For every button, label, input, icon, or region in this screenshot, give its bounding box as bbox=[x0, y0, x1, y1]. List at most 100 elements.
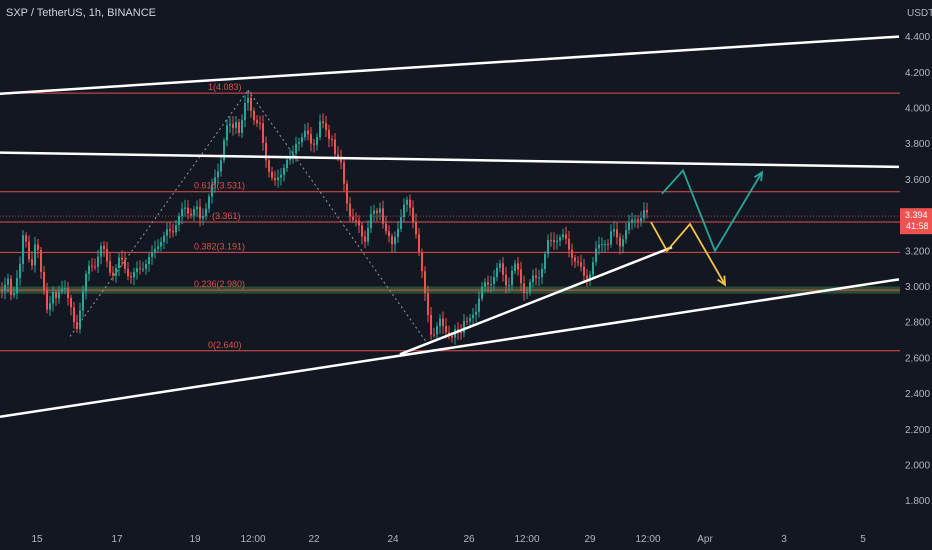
time-tick-label: 19 bbox=[189, 534, 201, 545]
candle-body bbox=[460, 332, 462, 334]
candle-body bbox=[556, 240, 558, 243]
candle-body bbox=[430, 314, 432, 335]
candle-body bbox=[292, 153, 294, 157]
candle-body bbox=[268, 160, 270, 172]
bullish-projection-arrow bbox=[661, 168, 763, 253]
candle-body bbox=[595, 248, 597, 263]
price-tick-label: 2.600 bbox=[905, 353, 930, 364]
candle-body bbox=[250, 98, 252, 111]
candle-body bbox=[214, 177, 216, 185]
candle-body bbox=[187, 207, 189, 214]
candle-body bbox=[238, 122, 240, 133]
candle-body bbox=[568, 238, 570, 250]
current-price-box bbox=[900, 208, 932, 235]
candle-body bbox=[526, 292, 528, 294]
candle-body bbox=[628, 222, 630, 230]
candle-body bbox=[40, 250, 42, 272]
candle-body bbox=[304, 130, 306, 138]
candle-body bbox=[22, 235, 24, 264]
candle-body bbox=[577, 261, 579, 263]
candle-body bbox=[295, 143, 297, 154]
candle-body bbox=[481, 286, 483, 299]
candle-body bbox=[601, 244, 603, 246]
fib-label: 0(2.640) bbox=[208, 340, 242, 350]
candle-body bbox=[313, 143, 315, 145]
time-tick-label: 12:00 bbox=[514, 534, 539, 545]
trendline bbox=[0, 278, 900, 419]
candle-body bbox=[133, 272, 135, 278]
candle-body bbox=[286, 160, 288, 168]
candle-body bbox=[553, 240, 555, 243]
candle-body bbox=[355, 220, 357, 222]
trendline bbox=[399, 246, 673, 356]
candle-body bbox=[631, 219, 633, 223]
candle-body bbox=[151, 252, 153, 257]
candle-body bbox=[592, 262, 594, 275]
time-tick-label: 26 bbox=[463, 534, 475, 545]
candle-body bbox=[175, 225, 177, 233]
candle-body bbox=[433, 334, 435, 336]
candle-body bbox=[91, 265, 93, 267]
candle-body bbox=[613, 229, 615, 232]
candle-body bbox=[562, 234, 564, 238]
candle-body bbox=[469, 318, 471, 322]
candle-body bbox=[478, 298, 480, 312]
candle-body bbox=[328, 129, 330, 140]
candle-body bbox=[319, 121, 321, 138]
candle-body bbox=[160, 241, 162, 247]
candle-body bbox=[280, 174, 282, 178]
candle-body bbox=[232, 123, 234, 128]
time-tick-label: 24 bbox=[387, 534, 399, 545]
current-price-value: 3.394 bbox=[905, 210, 928, 220]
candle-body bbox=[157, 246, 159, 249]
candle-body bbox=[550, 240, 552, 242]
candle-body bbox=[385, 223, 387, 232]
candle-body bbox=[172, 231, 174, 233]
fib-label: 0.618(3.531) bbox=[194, 181, 245, 191]
candle-body bbox=[439, 318, 441, 327]
candle-body bbox=[31, 259, 33, 266]
candle-body bbox=[322, 121, 324, 124]
bullish-projection-arrow-arrowhead bbox=[753, 170, 764, 182]
candle-body bbox=[640, 218, 642, 222]
candle-body bbox=[181, 208, 183, 217]
time-axis: 15 17 19 12:00 22 24 26 12:00 29 12:00 Apr 3 5 bbox=[0, 528, 932, 550]
candle-body bbox=[499, 263, 501, 268]
candle-body bbox=[262, 123, 264, 143]
candle-body bbox=[376, 210, 378, 213]
trendline bbox=[0, 35, 900, 95]
candle-body bbox=[580, 262, 582, 267]
fib-diagonal bbox=[69, 89, 249, 337]
candle-body bbox=[64, 288, 66, 290]
candle-body bbox=[634, 219, 636, 221]
candle-body bbox=[193, 209, 195, 216]
candle-body bbox=[325, 123, 327, 130]
candle-body bbox=[442, 318, 444, 327]
candle-body bbox=[145, 264, 147, 269]
candle-body bbox=[85, 273, 87, 292]
candle-body bbox=[277, 177, 279, 181]
candle-body bbox=[301, 137, 303, 143]
candle-body bbox=[310, 134, 312, 144]
candle-body bbox=[616, 229, 618, 238]
candle-body bbox=[202, 216, 204, 219]
time-tick-label: 5 bbox=[860, 534, 866, 545]
trendlines-layer bbox=[0, 35, 900, 419]
fib-diagonal-layer bbox=[69, 89, 431, 348]
bar-countdown: 41:58 bbox=[906, 221, 929, 231]
candle-body bbox=[70, 298, 72, 308]
fib-labels-layer: 1(4.083) 0.618(3.531) (3.361) 0.382(3.191) 0… bbox=[194, 82, 245, 350]
candle-body bbox=[586, 275, 588, 279]
candle-body bbox=[19, 263, 21, 278]
candle-body bbox=[547, 240, 549, 254]
candle-body bbox=[94, 266, 96, 268]
candle-body bbox=[331, 139, 333, 141]
candle-body bbox=[337, 154, 339, 158]
fib-levels-layer bbox=[0, 92, 900, 352]
candle-body bbox=[403, 204, 405, 218]
candle-body bbox=[1, 290, 3, 292]
candle-body bbox=[349, 203, 351, 217]
bearish-projection-arrow-arrowhead bbox=[717, 275, 727, 287]
candle-body bbox=[139, 268, 141, 270]
